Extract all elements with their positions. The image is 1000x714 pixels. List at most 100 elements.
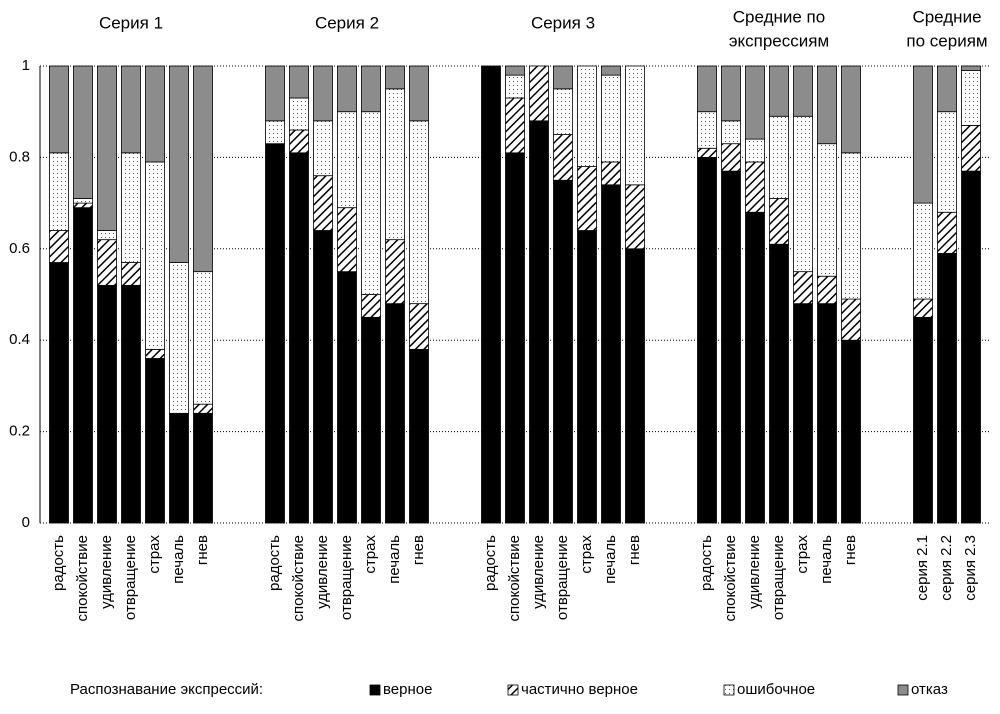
- bar-segment: [265, 143, 285, 524]
- bar-segment: [769, 198, 789, 245]
- bar-segment: [913, 316, 933, 524]
- bar-segment: [169, 65, 189, 263]
- bar-segment: [73, 65, 93, 199]
- bar-segment: [553, 65, 573, 90]
- bar-segment: [193, 65, 213, 273]
- bar-segment: [625, 184, 645, 250]
- y-tick-label: 0: [22, 514, 30, 531]
- bar-segment: [481, 65, 501, 524]
- x-tick-label: радость: [266, 535, 283, 591]
- bar-segment: [385, 303, 405, 524]
- bar-segment: [169, 412, 189, 524]
- bar-segment: [553, 88, 573, 135]
- bar-segment: [793, 271, 813, 305]
- y-tick-label: 1: [22, 57, 30, 74]
- bar-segment: [121, 65, 141, 154]
- bar-segment: [745, 138, 765, 163]
- bar-segment: [697, 65, 717, 113]
- y-tick-label: 0.4: [9, 331, 30, 348]
- bar-segment: [49, 152, 69, 231]
- group-title: экспрессиям: [729, 31, 829, 50]
- bar-segment: [337, 271, 357, 524]
- bar-segment: [313, 175, 333, 231]
- bar-segment: [193, 403, 213, 414]
- bar-segment: [913, 202, 933, 300]
- group-title: по сериям: [906, 31, 987, 50]
- bar-segment: [961, 125, 981, 172]
- x-tick-label: спокойствие: [290, 535, 307, 621]
- x-tick-label: отвращение: [770, 535, 787, 620]
- x-tick-label: печаль: [386, 535, 403, 584]
- bar-segment: [841, 152, 861, 300]
- y-tick-label: 0.8: [9, 148, 30, 165]
- bar-segment: [793, 65, 813, 117]
- bar-segment: [601, 184, 621, 524]
- bar-segment: [601, 74, 621, 163]
- bar-segment: [601, 65, 621, 76]
- bar-segment: [121, 284, 141, 524]
- x-tick-label: отвращение: [338, 535, 355, 620]
- bar-segment: [505, 65, 525, 76]
- bar-segment: [769, 243, 789, 524]
- bar-segment: [937, 111, 957, 213]
- x-tick-label: удивление: [314, 535, 331, 609]
- bar-segment: [505, 74, 525, 99]
- bar-segment: [553, 179, 573, 524]
- bar-segment: [505, 152, 525, 524]
- bar-segment: [121, 262, 141, 286]
- bar-segment: [73, 207, 93, 524]
- x-tick-label: печаль: [170, 535, 187, 584]
- bar-segment: [361, 294, 381, 318]
- group-title: Средние по: [733, 7, 825, 26]
- bar-segment: [817, 275, 837, 305]
- bar-segment: [529, 65, 549, 122]
- x-tick-label: серия 2.3: [962, 535, 979, 601]
- x-tick-label: отвращение: [122, 535, 139, 620]
- x-tick-label: страх: [362, 535, 379, 574]
- bar-segment: [145, 161, 165, 350]
- x-tick-label: печаль: [602, 535, 619, 584]
- bar-segment: [841, 339, 861, 524]
- bar-segment: [385, 88, 405, 241]
- bar-segment: [601, 161, 621, 186]
- legend-swatch: [507, 684, 519, 696]
- bar-segment: [385, 65, 405, 90]
- bar-segment: [289, 129, 309, 154]
- y-tick-label: 0.6: [9, 240, 30, 257]
- group-title: Серия 1: [99, 13, 163, 32]
- bar-segment: [289, 97, 309, 131]
- bar-segment: [169, 262, 189, 414]
- bar-segment: [97, 230, 117, 241]
- x-tick-label: спокойствие: [506, 535, 523, 621]
- legend-swatch: [723, 684, 735, 696]
- x-tick-label: удивление: [98, 535, 115, 609]
- group-title: Средние: [912, 7, 981, 26]
- bar-segment: [913, 65, 933, 204]
- bar-segment: [313, 65, 333, 122]
- legend-swatch: [369, 684, 381, 696]
- legend-swatch: [897, 684, 909, 696]
- bar-segment: [841, 65, 861, 154]
- bar-segment: [529, 120, 549, 524]
- bar-segment: [97, 239, 117, 286]
- bar-segment: [817, 143, 837, 277]
- x-tick-label: гнев: [626, 535, 643, 565]
- bar-segment: [577, 65, 597, 167]
- bar-segment: [289, 152, 309, 524]
- x-tick-label: радость: [698, 535, 715, 591]
- bar-segment: [505, 97, 525, 154]
- bar-segment: [553, 134, 573, 181]
- bar-segment: [721, 143, 741, 172]
- group-title: Серия 2: [315, 13, 379, 32]
- bar-segment: [121, 152, 141, 263]
- bar-segment: [73, 198, 93, 204]
- bar-segment: [841, 298, 861, 341]
- bar-segment: [625, 65, 645, 186]
- bar-segment: [313, 230, 333, 524]
- bar-segment: [769, 65, 789, 117]
- bar-segment: [97, 65, 117, 231]
- bar-segment: [145, 348, 165, 359]
- bar-segment: [337, 207, 357, 273]
- x-tick-label: серия 2.1: [914, 535, 931, 601]
